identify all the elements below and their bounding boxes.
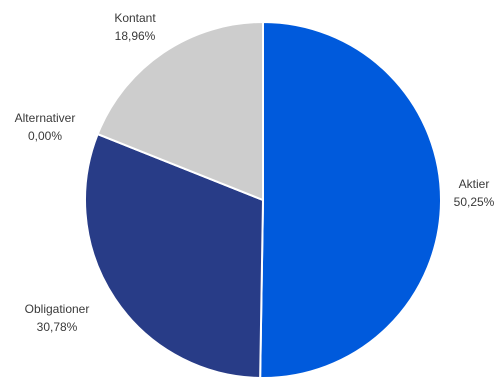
pie-slices — [84, 21, 442, 378]
slice-label-aktier-name: Aktier — [459, 177, 490, 191]
slice-label-obligationer-name: Obligationer — [25, 302, 90, 316]
slice-label-alternativer-value: 0,00% — [28, 129, 62, 143]
slice-label-aktier-value: 50,25% — [454, 195, 495, 209]
slice-label-alternativer-name: Alternativer — [15, 111, 76, 125]
slice-label-obligationer-value: 30,78% — [37, 320, 78, 334]
pie-slice-aktier — [259, 21, 442, 378]
pie-slice-kontant — [96, 21, 264, 201]
pie-slice-obligationer — [84, 133, 264, 378]
slice-label-kontant-value: 18,96% — [115, 29, 156, 43]
slice-label-kontant-name: Kontant — [114, 11, 156, 25]
slice-labels: Aktier 50,25% Obligationer 30,78% Altern… — [15, 11, 495, 334]
